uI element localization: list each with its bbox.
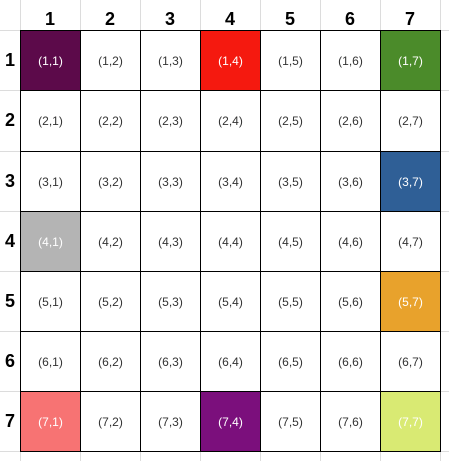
row-header: 7 bbox=[4, 410, 15, 431]
row-header: 4 bbox=[4, 230, 15, 251]
column-header: 2 bbox=[104, 8, 115, 29]
grid-cell[interactable]: (6,3) bbox=[140, 331, 201, 392]
grid-cell[interactable]: (5,1) bbox=[20, 271, 81, 332]
grid-cell[interactable]: (2,3) bbox=[140, 90, 201, 152]
grid-cell[interactable]: (4,6) bbox=[320, 211, 381, 272]
grid-cell[interactable]: (4,5) bbox=[260, 211, 321, 272]
grid-cell[interactable]: (5,3) bbox=[140, 271, 201, 332]
grid-cell[interactable]: (1,2) bbox=[80, 30, 141, 91]
grid-cell[interactable]: (4,1) bbox=[20, 211, 81, 272]
grid-cell[interactable]: (2,4) bbox=[200, 90, 261, 152]
grid-cell[interactable]: (4,4) bbox=[200, 211, 261, 272]
grid-cell[interactable]: (1,1) bbox=[20, 30, 81, 91]
grid-cell[interactable]: (2,1) bbox=[20, 90, 81, 152]
grid-cell[interactable]: (1,4) bbox=[200, 30, 261, 91]
grid-cell[interactable]: (6,7) bbox=[380, 331, 441, 392]
grid-cell[interactable]: (5,5) bbox=[260, 271, 321, 332]
grid-cell[interactable]: (7,5) bbox=[260, 391, 321, 452]
grid-cell[interactable]: (7,6) bbox=[320, 391, 381, 452]
grid-cell[interactable]: (6,1) bbox=[20, 331, 81, 392]
grid-cell[interactable]: (1,3) bbox=[140, 30, 201, 91]
grid-cell[interactable]: (7,3) bbox=[140, 391, 201, 452]
grid-cell[interactable]: (5,7) bbox=[380, 271, 441, 332]
grid-cell[interactable]: (4,7) bbox=[380, 211, 441, 272]
row-header: 2 bbox=[4, 110, 15, 130]
row-header: 3 bbox=[4, 170, 15, 191]
grid-cell[interactable]: (5,2) bbox=[80, 271, 141, 332]
grid-cell[interactable]: (3,4) bbox=[200, 151, 261, 212]
grid-cell[interactable]: (1,6) bbox=[320, 30, 381, 91]
grid-cell[interactable]: (6,4) bbox=[200, 331, 261, 392]
grid-cell[interactable]: (2,2) bbox=[80, 90, 141, 152]
grid-cell[interactable]: (1,5) bbox=[260, 30, 321, 91]
grid-cell[interactable]: (1,7) bbox=[380, 30, 441, 91]
column-header: 7 bbox=[404, 8, 415, 29]
row-header: 5 bbox=[4, 290, 15, 311]
grid-cell[interactable]: (4,2) bbox=[80, 211, 141, 272]
grid-cell[interactable]: (2,6) bbox=[320, 90, 381, 152]
grid-cell[interactable]: (7,1) bbox=[20, 391, 81, 452]
grid-cell[interactable]: (3,5) bbox=[260, 151, 321, 212]
column-header: 5 bbox=[284, 8, 295, 29]
grid-cell[interactable]: (6,6) bbox=[320, 331, 381, 392]
row-header: 6 bbox=[4, 350, 15, 371]
column-header: 3 bbox=[164, 8, 175, 29]
grid-cell[interactable]: (5,4) bbox=[200, 271, 261, 332]
grid-cell[interactable]: (2,7) bbox=[380, 90, 441, 152]
grid-cell[interactable]: (6,5) bbox=[260, 331, 321, 392]
grid-cell[interactable]: (3,2) bbox=[80, 151, 141, 212]
grid-cell[interactable]: (3,1) bbox=[20, 151, 81, 212]
grid-cell[interactable]: (7,2) bbox=[80, 391, 141, 452]
grid-cell[interactable]: (2,5) bbox=[260, 90, 321, 152]
row-header: 1 bbox=[4, 49, 15, 70]
grid-cell[interactable]: (4,3) bbox=[140, 211, 201, 272]
grid-cell[interactable]: (3,7) bbox=[380, 151, 441, 212]
grid-cell[interactable]: (6,2) bbox=[80, 331, 141, 392]
grid-cell[interactable]: (5,6) bbox=[320, 271, 381, 332]
grid-cell[interactable]: (7,4) bbox=[200, 391, 261, 452]
grid-cell[interactable]: (3,6) bbox=[320, 151, 381, 212]
column-header: 1 bbox=[44, 8, 55, 29]
column-header: 4 bbox=[224, 8, 235, 29]
column-header: 6 bbox=[344, 8, 355, 29]
grid-cell[interactable]: (7,7) bbox=[380, 391, 441, 452]
grid-cell[interactable]: (3,3) bbox=[140, 151, 201, 212]
